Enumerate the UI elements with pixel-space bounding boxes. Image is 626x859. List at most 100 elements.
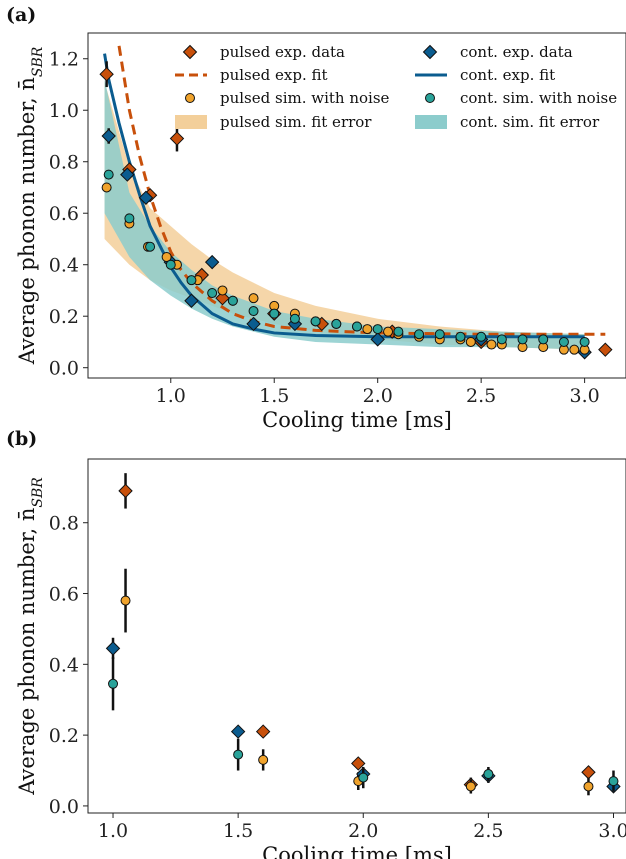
x-tick-label: 3.0 [598,820,626,842]
fit-line [103,53,585,339]
y-tick-label: 0.6 [49,203,79,225]
panel-label: (a) [6,4,36,26]
chart-panel-a: 1.0 1.5 2.0 2.5 3.0 0.0 0.2 0.4 0.6 0.8 1.0 1.2 Cool… [6,4,626,432]
data-point [608,776,619,787]
y-tick-label: 0.8 [49,152,79,174]
data-point [103,169,114,180]
x-axis-label: Cooling time [ms] [262,843,452,859]
data-point [434,329,445,340]
plot-area [99,45,613,360]
data-point [215,290,230,306]
y-tick-label: 0.2 [49,725,79,747]
x-tick-label: 1.0 [98,820,128,842]
data-point [255,724,271,739]
data-point [372,324,383,335]
data-point [204,254,220,270]
data-point [169,131,185,146]
data-point [120,595,131,606]
data-point [145,241,156,252]
x-tick-label: 1.5 [259,385,289,407]
data-point [246,316,261,332]
data-point [496,334,507,345]
legend-label: cont. sim. with noise [460,89,617,107]
legend: pulsed exp. data cont. exp. data pulsed ex… [175,43,617,131]
data-point [414,329,425,340]
data-point [101,182,112,193]
data-point [583,781,594,792]
series-cont-sim-with-noise [103,169,590,347]
data-point [161,251,172,262]
data-point [465,781,476,792]
data-point [289,313,300,324]
data-point [258,754,269,765]
data-point [517,334,528,345]
legend-marker [422,44,438,60]
data-point [99,66,114,82]
legend-swatch [175,115,207,129]
fit-error-band [104,81,585,350]
x-tick-label: 2.0 [363,385,393,407]
y-tick-label: 0.8 [49,513,79,535]
data-point [233,749,244,760]
x-axis-label: Cooling time [ms] [262,408,452,432]
x-tick-label: 2.5 [466,385,496,407]
x-tick-label: 3.0 [570,385,600,407]
data-point [248,293,259,304]
x-tick-label: 2.5 [473,820,503,842]
legend-swatch [415,115,447,129]
y-tick-label: 0.4 [49,255,79,277]
data-point [184,293,199,308]
data-point [455,331,466,342]
data-point [108,678,119,689]
plot-frame [87,458,626,814]
legend-label: pulsed exp. data [220,43,345,61]
data-point [118,483,133,499]
data-point [558,336,569,347]
data-point [358,772,369,783]
data-point [486,339,497,350]
y-tick-label: 0.2 [49,306,79,328]
data-point [227,295,238,306]
data-point [569,344,580,355]
data-point [362,324,373,335]
legend-marker [185,93,195,103]
data-point [269,308,280,319]
data-point [217,285,228,296]
data-point [120,167,135,182]
y-tick-label: 0.4 [49,654,79,676]
legend-marker [182,44,198,60]
series-pulsed-exp-data [118,473,596,792]
data-point [465,336,476,347]
legend-label: pulsed sim. with noise [220,89,390,107]
data-point [186,275,197,286]
x-tick-label: 1.0 [156,385,186,407]
y-axis-label: Average phonon number, n̄SBR [15,46,46,365]
y-tick-label: 1.2 [49,49,79,71]
data-point [124,213,135,224]
y-tick-label: 1.0 [49,100,79,122]
y-tick-label: 0.6 [49,584,79,606]
plot-frame [87,32,626,379]
data-point [579,336,590,347]
chart-panel-b: 1.0 1.5 2.0 2.5 3.0 0.0 0.2 0.4 0.6 0.8 Cooling ti… [6,428,626,859]
y-tick-label: 0.0 [49,358,79,380]
data-point [393,326,404,337]
series-cont-sim-with-noise [108,657,619,792]
legend-label: cont. exp. data [460,43,573,61]
legend-label: pulsed sim. fit error [220,113,372,131]
data-point [483,769,494,780]
data-point [598,342,613,357]
y-tick-label: 0.0 [49,796,79,818]
data-point [248,306,259,317]
fit-line [117,45,606,336]
data-point [351,756,366,771]
y-axis-label: Average phonon number, n̄SBR [15,477,46,796]
data-point [138,190,154,205]
legend-label: cont. sim. fit error [460,113,600,131]
plot-area [105,473,621,796]
data-point [101,128,116,144]
data-point [331,318,342,329]
x-tick-label: 1.5 [223,820,253,842]
data-point [230,724,246,739]
legend-label: pulsed exp. fit [220,66,328,84]
